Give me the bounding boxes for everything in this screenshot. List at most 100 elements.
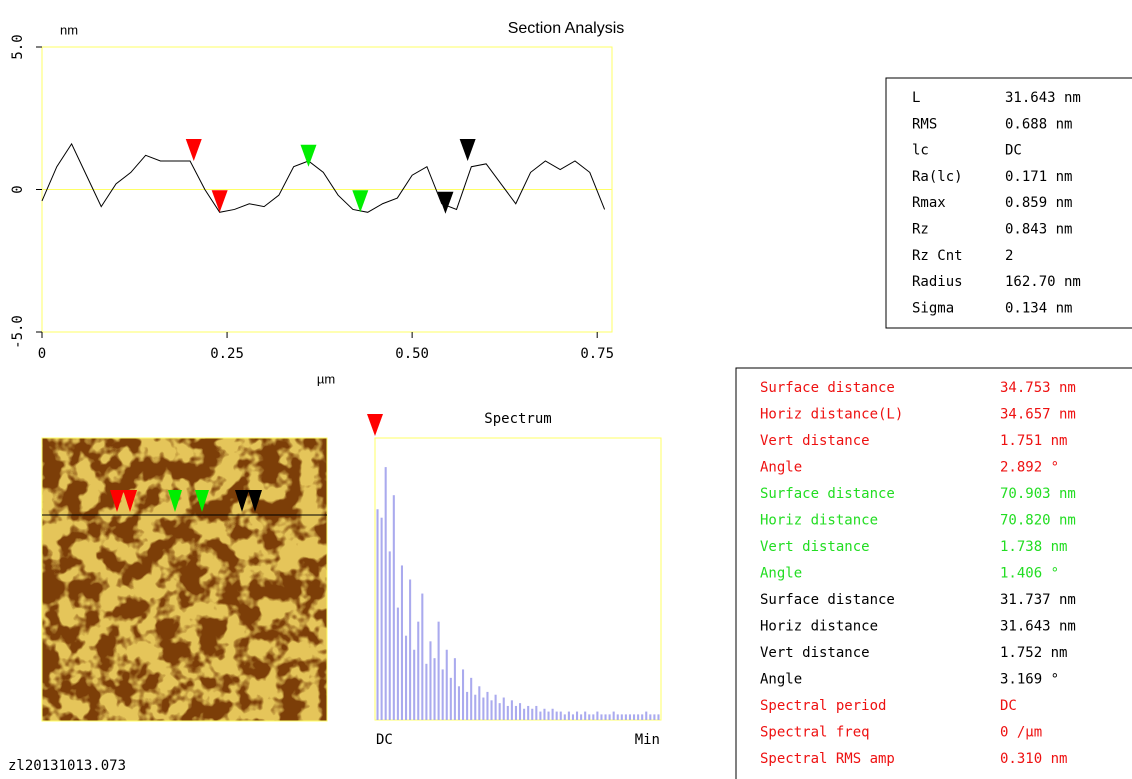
measurement-value: 1.738 nm <box>1000 539 1067 555</box>
stat-value: 0.134 nm <box>1005 300 1072 316</box>
spectrum-bar <box>649 714 651 720</box>
measurement-label: Spectral period <box>760 698 886 714</box>
measurement-label: Horiz distance(L) <box>760 407 903 423</box>
spectrum-x-label: Min <box>635 732 660 748</box>
spectrum-bar <box>572 714 574 720</box>
measurement-label: Spectral freq <box>760 725 870 741</box>
profile-cursor <box>212 190 228 212</box>
spectrum-bar <box>633 714 635 720</box>
measurement-label: Surface distance <box>760 592 895 608</box>
spectrum-bar <box>560 712 562 720</box>
measurement-label: Angle <box>760 460 802 476</box>
spectrum-bar <box>515 706 517 720</box>
spectrum-bar <box>523 709 525 720</box>
measurement-value: 1.751 nm <box>1000 433 1067 449</box>
spectrum-bar <box>466 692 468 720</box>
spectrum-bar <box>543 709 545 720</box>
spectrum-bar <box>568 712 570 720</box>
measurement-label: Surface distance <box>760 486 895 502</box>
spectrum-bar <box>503 698 505 720</box>
spectrum-bar <box>401 565 403 720</box>
stat-value: 162.70 nm <box>1005 274 1081 290</box>
measurement-value: 70.820 nm <box>1000 513 1076 529</box>
spectrum-bar <box>450 678 452 720</box>
spectrum-bar <box>621 714 623 720</box>
profile-cursor <box>352 190 368 212</box>
spectrum-bar <box>584 712 586 720</box>
spectrum-bar <box>442 669 444 720</box>
spectrum-bar <box>625 714 627 720</box>
measurement-label: Vert distance <box>760 645 870 661</box>
measurement-label: Surface distance <box>760 380 895 396</box>
measurement-label: Horiz distance <box>760 619 878 635</box>
y-unit: nm <box>60 22 78 37</box>
spectrum-bar <box>385 467 387 720</box>
spectrum-bar <box>548 712 550 720</box>
x-tick-label: 0 <box>38 346 46 362</box>
measurement-label: Vert distance <box>760 433 870 449</box>
spectrum-bar <box>393 495 395 720</box>
window-title: Section Analysis <box>508 20 625 37</box>
spectrum-bar <box>405 636 407 720</box>
stat-label: Ra(lc) <box>912 169 963 185</box>
spectrum-bar <box>462 669 464 720</box>
measurement-value: 0.310 nm <box>1000 751 1067 767</box>
spectrum-bar <box>470 678 472 720</box>
y-tick-label: 5.0 <box>10 34 26 59</box>
measurement-value: 3.169 ° <box>1000 672 1059 688</box>
measurement-value: 2.892 ° <box>1000 460 1059 476</box>
spectrum-bar <box>434 658 436 720</box>
measurement-value: 1.406 ° <box>1000 566 1059 582</box>
x-axis-label: µm <box>317 371 335 386</box>
measurement-label: Spectral RMS amp <box>760 751 895 767</box>
spectrum-bar <box>425 664 427 720</box>
spectrum-bar <box>511 700 513 720</box>
spectrum-bar <box>580 714 582 720</box>
spectrum-bar <box>409 580 411 721</box>
measurement-value: DC <box>1000 698 1017 714</box>
profile-line <box>42 144 605 212</box>
spectrum-bar <box>458 686 460 720</box>
stat-value: 2 <box>1005 248 1013 264</box>
page: Section Analysis nm µm zl20131013.073 5.… <box>0 0 1132 779</box>
stat-label: lc <box>912 143 929 159</box>
spectrum-bar <box>645 712 647 720</box>
stat-value: 0.859 nm <box>1005 195 1072 211</box>
stat-value: 0.843 nm <box>1005 222 1072 238</box>
spectrum-bar <box>653 714 655 720</box>
measurement-label: Angle <box>760 566 802 582</box>
spectrum-bar <box>592 714 594 720</box>
spectrum-title: Spectrum <box>484 411 551 427</box>
spectrum-bar <box>381 518 383 720</box>
spectrum-bar <box>417 622 419 720</box>
x-tick-label: 0.50 <box>395 346 429 362</box>
stat-value: 0.171 nm <box>1005 169 1072 185</box>
spectrum-bar <box>421 594 423 720</box>
spectrum-bar <box>539 712 541 720</box>
spectrum-cursor <box>367 414 383 436</box>
spectrum-bar <box>429 641 431 720</box>
spectrum-bar <box>519 703 521 720</box>
stat-label: RMS <box>912 116 937 132</box>
spectrum-bar <box>413 650 415 720</box>
spectrum-bar <box>535 706 537 720</box>
spectrum-bar <box>564 714 566 720</box>
spectrum-bar <box>576 712 578 720</box>
profile-cursor <box>460 139 476 161</box>
spectrum-bar <box>527 706 529 720</box>
stat-label: Sigma <box>912 300 954 316</box>
section-analysis-window: Section Analysis nm µm zl20131013.073 5.… <box>0 0 1132 779</box>
measurement-label: Angle <box>760 672 802 688</box>
stat-value: 31.643 nm <box>1005 90 1081 106</box>
spectrum-bar <box>657 714 659 720</box>
afm-image <box>42 438 327 721</box>
y-tick-label: 0 <box>10 185 26 193</box>
spectrum-bar <box>596 712 598 720</box>
measurement-label: Horiz distance <box>760 513 878 529</box>
spectrum-bar <box>617 714 619 720</box>
measurement-value: 1.752 nm <box>1000 645 1067 661</box>
stat-value: DC <box>1005 143 1022 159</box>
spectrum-bar <box>454 658 456 720</box>
spectrum-bar <box>397 608 399 720</box>
spectrum-bar <box>588 714 590 720</box>
